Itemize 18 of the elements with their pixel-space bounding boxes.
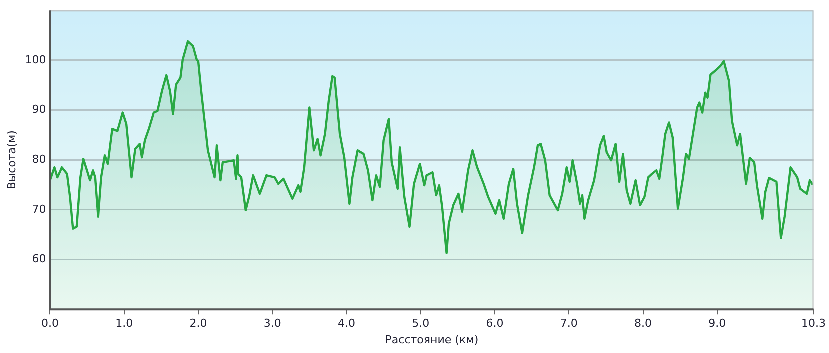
x-tick-label: 2.0 [190,317,208,330]
x-tick-label: 10.3 [802,317,826,330]
x-axis-title: Расстояние (км) [385,333,479,346]
x-tick-label: 0.0 [41,317,59,330]
x-tick-label: 7.0 [560,317,578,330]
x-tick-label: 8.0 [634,317,652,330]
y-tick-label: 60 [32,252,46,266]
x-tick-label: 9.0 [708,317,726,330]
x-tick-label: 3.0 [264,317,282,330]
y-tick-label: 70 [32,202,46,216]
x-tick-label: 4.0 [338,317,356,330]
y-axis-title: Высота(м) [5,130,18,190]
y-tick-label: 90 [32,103,46,116]
y-tick-label: 100 [25,53,46,66]
y-tick-label: 80 [32,152,46,166]
x-tick-label: 1.0 [116,317,134,330]
x-tick-label: 6.0 [486,317,504,330]
x-tick-label: 5.0 [412,317,430,330]
